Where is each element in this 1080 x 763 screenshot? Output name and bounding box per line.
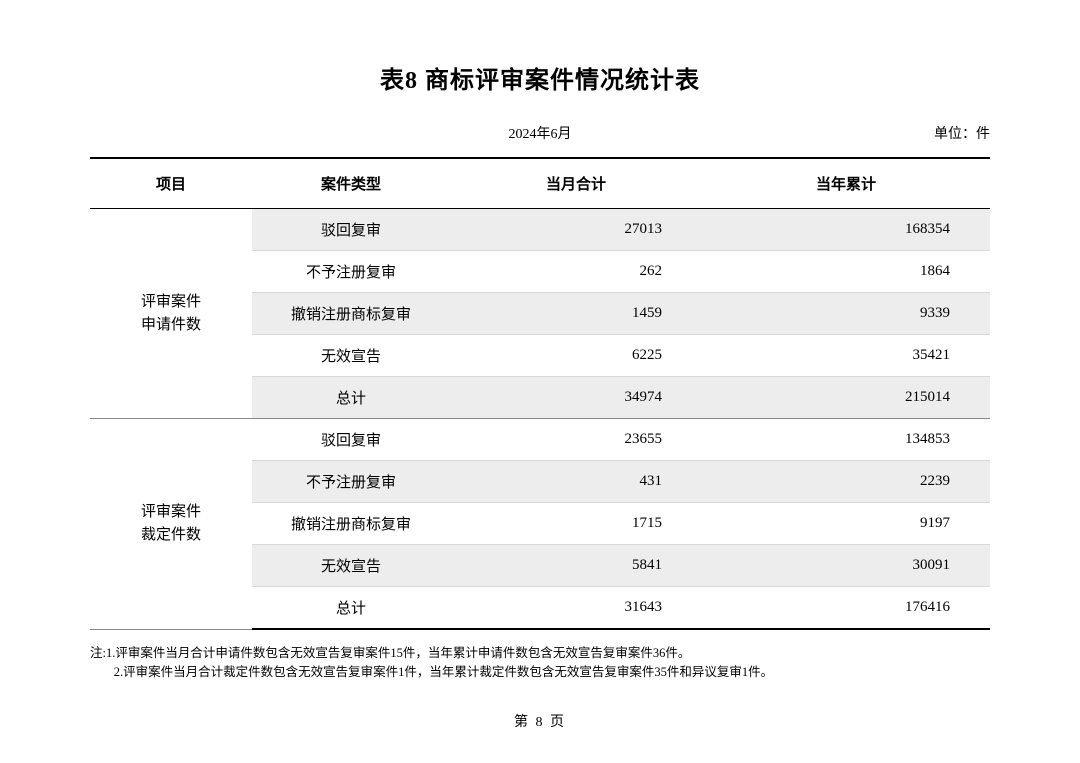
- col-year: 当年累计: [702, 158, 990, 209]
- col-casetype: 案件类型: [252, 158, 450, 209]
- group-label: 评审案件申请件数: [90, 209, 252, 419]
- month-total-cell: 1459: [450, 293, 702, 335]
- table-body: 评审案件申请件数驳回复审27013168354不予注册复审2621864撤销注册…: [90, 209, 990, 630]
- month-total-cell: 31643: [450, 587, 702, 630]
- case-type-cell: 无效宣告: [252, 335, 450, 377]
- case-type-cell: 撤销注册商标复审: [252, 503, 450, 545]
- stats-table: 项目 案件类型 当月合计 当年累计 评审案件申请件数驳回复审2701316835…: [90, 157, 990, 630]
- case-type-cell: 驳回复审: [252, 209, 450, 251]
- table-row: 评审案件申请件数驳回复审27013168354: [90, 209, 990, 251]
- year-total-cell: 9197: [702, 503, 990, 545]
- col-month: 当月合计: [450, 158, 702, 209]
- document-page: 表8 商标评审案件情况统计表 2024年6月 单位：件 项目 案件类型 当月合计…: [0, 0, 1080, 763]
- table-row: 评审案件裁定件数驳回复审23655134853: [90, 419, 990, 461]
- year-total-cell: 176416: [702, 587, 990, 630]
- case-type-cell: 总计: [252, 377, 450, 419]
- meta-row: 2024年6月 单位：件: [90, 123, 990, 147]
- case-type-cell: 无效宣告: [252, 545, 450, 587]
- year-total-cell: 168354: [702, 209, 990, 251]
- month-total-cell: 23655: [450, 419, 702, 461]
- report-date: 2024年6月: [509, 123, 572, 143]
- footnote-2: 2.评审案件当月合计裁定件数包含无效宣告复审案件1件，当年累计裁定件数包含无效宣…: [90, 663, 990, 682]
- year-total-cell: 2239: [702, 461, 990, 503]
- month-total-cell: 431: [450, 461, 702, 503]
- year-total-cell: 9339: [702, 293, 990, 335]
- page-number: 第 8 页: [0, 711, 1080, 731]
- unit-label: 单位：件: [934, 123, 990, 143]
- page-title: 表8 商标评审案件情况统计表: [90, 60, 990, 95]
- table-header-row: 项目 案件类型 当月合计 当年累计: [90, 158, 990, 209]
- col-project: 项目: [90, 158, 252, 209]
- case-type-cell: 不予注册复审: [252, 461, 450, 503]
- year-total-cell: 134853: [702, 419, 990, 461]
- year-total-cell: 30091: [702, 545, 990, 587]
- case-type-cell: 撤销注册商标复审: [252, 293, 450, 335]
- month-total-cell: 5841: [450, 545, 702, 587]
- year-total-cell: 215014: [702, 377, 990, 419]
- year-total-cell: 1864: [702, 251, 990, 293]
- case-type-cell: 驳回复审: [252, 419, 450, 461]
- year-total-cell: 35421: [702, 335, 990, 377]
- month-total-cell: 6225: [450, 335, 702, 377]
- case-type-cell: 不予注册复审: [252, 251, 450, 293]
- month-total-cell: 34974: [450, 377, 702, 419]
- footnotes: 注:1.评审案件当月合计申请件数包含无效宣告复审案件15件，当年累计申请件数包含…: [90, 644, 990, 682]
- footnote-1: 注:1.评审案件当月合计申请件数包含无效宣告复审案件15件，当年累计申请件数包含…: [90, 644, 990, 663]
- case-type-cell: 总计: [252, 587, 450, 630]
- month-total-cell: 262: [450, 251, 702, 293]
- month-total-cell: 27013: [450, 209, 702, 251]
- month-total-cell: 1715: [450, 503, 702, 545]
- group-label: 评审案件裁定件数: [90, 419, 252, 630]
